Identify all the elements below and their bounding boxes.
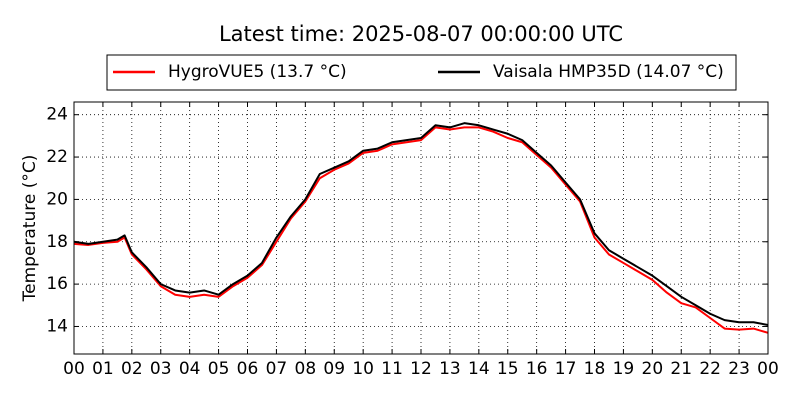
legend-box	[106, 54, 737, 91]
y-tick-label: 20	[46, 189, 68, 209]
x-tick-label: 07	[266, 359, 288, 379]
y-tick-label: 22	[46, 147, 68, 167]
x-tick-label: 06	[237, 359, 259, 379]
x-tick-label: 16	[526, 359, 548, 379]
x-tick-label: 18	[584, 359, 606, 379]
x-tick-label: 01	[92, 359, 114, 379]
x-tick-label: 02	[121, 359, 143, 379]
x-tick-label: 00	[63, 359, 85, 379]
y-axis-label: Temperature (°C)	[20, 155, 40, 303]
chart-title: Latest time: 2025-08-07 00:00:00 UTC	[219, 22, 623, 46]
x-tick-label: 03	[150, 359, 172, 379]
x-tick-label: 12	[410, 359, 432, 379]
x-tick-label: 21	[670, 359, 692, 379]
y-tick-label: 16	[46, 274, 68, 294]
legend-label: HygroVUE5 (13.7 °C)	[168, 62, 347, 82]
y-tick-label: 14	[46, 316, 68, 336]
x-tick-label: 14	[468, 359, 490, 379]
x-tick-label: 05	[208, 359, 230, 379]
x-tick-label: 23	[728, 359, 750, 379]
legend-label: Vaisala HMP35D (14.07 °C)	[493, 62, 724, 82]
x-tick-label: 09	[323, 359, 345, 379]
line-series	[73, 126, 769, 334]
x-tick-label: 04	[179, 359, 201, 379]
x-tick-label: 13	[439, 359, 461, 379]
x-tick-label: 08	[295, 359, 317, 379]
x-tick-label: 10	[352, 359, 374, 379]
x-tick-label: 00	[757, 359, 779, 379]
y-tick-label: 18	[46, 232, 68, 252]
x-tick-label: 11	[381, 359, 403, 379]
y-tick-label: 24	[46, 105, 68, 125]
line-series	[73, 122, 769, 326]
x-tick-label: 17	[555, 359, 577, 379]
plot-frame	[73, 101, 769, 355]
x-tick-label: 22	[699, 359, 721, 379]
x-tick-label: 20	[642, 359, 664, 379]
x-tick-label: 19	[613, 359, 635, 379]
x-tick-label: 15	[497, 359, 519, 379]
